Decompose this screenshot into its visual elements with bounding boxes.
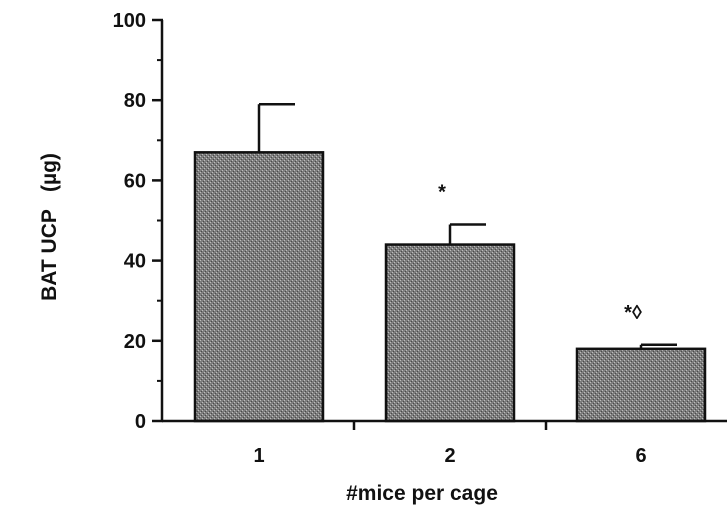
- x-tick-label: 2: [444, 445, 455, 467]
- x-axis-title: #mice per cage: [346, 482, 498, 505]
- bar-2: [384, 243, 516, 423]
- bar-1: [193, 151, 325, 423]
- y-axis-title: BAT UCP (µg): [38, 153, 61, 301]
- significance-marker: *◊: [624, 302, 642, 324]
- y-tick-label: 80: [124, 90, 146, 112]
- significance-marker: *: [438, 182, 446, 204]
- bars: [193, 102, 707, 423]
- labels: 0 20 40 60 80 100 1 2 * 6 *◊: [113, 10, 647, 467]
- y-tick-label: 0: [135, 411, 146, 433]
- y-tick-label: 20: [124, 331, 146, 353]
- y-tick-label: 100: [113, 10, 146, 32]
- x-tick-label: 1: [253, 445, 264, 467]
- y-tick-label: 60: [124, 170, 146, 192]
- bar-6: [575, 347, 707, 423]
- y-tick-label: 40: [124, 251, 146, 273]
- x-tick-label: 6: [635, 445, 646, 467]
